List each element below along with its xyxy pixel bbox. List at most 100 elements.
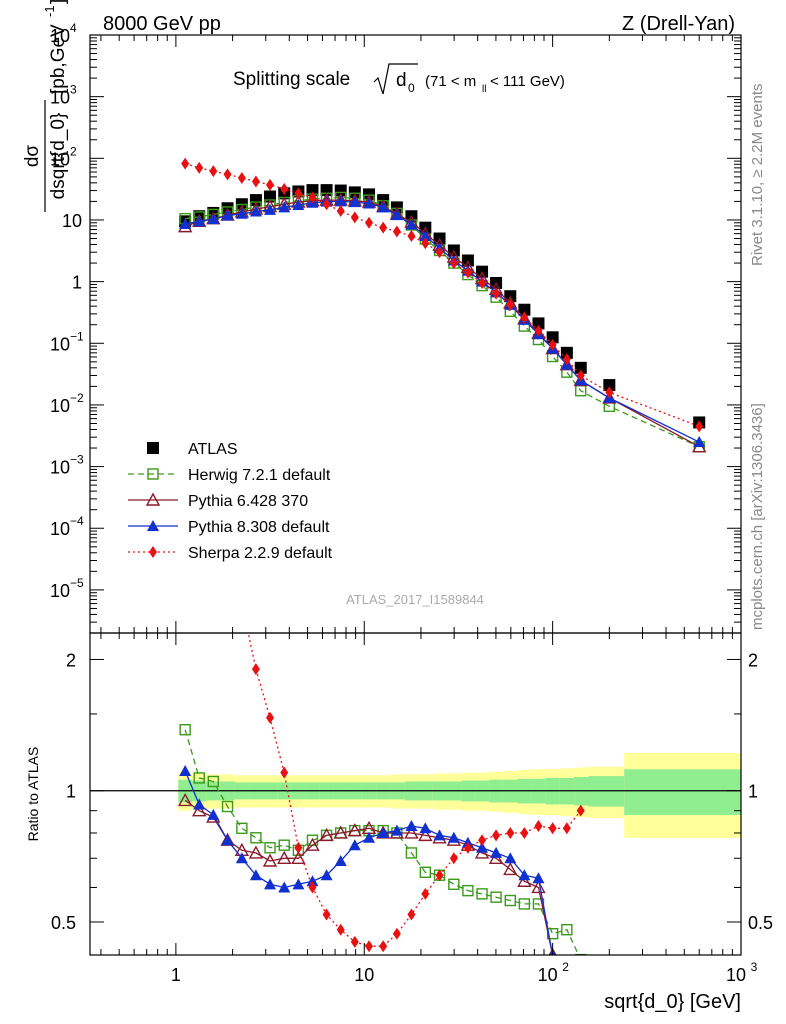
sherpa-marker	[251, 663, 260, 676]
y-tick-label: 10	[50, 581, 70, 601]
atlas-marker	[603, 379, 616, 392]
main-marks	[177, 157, 707, 453]
herwig-marker	[575, 953, 587, 955]
pythia8-marker	[278, 881, 291, 893]
sherpa-marker	[421, 887, 430, 900]
herwig-marker	[448, 878, 460, 891]
legend-marker-pythia8	[147, 520, 159, 531]
xlabel: sqrt{d_0} [GeV]	[604, 991, 741, 1013]
herwig-marker	[264, 842, 276, 854]
ratio-y-tick-label: 1	[66, 782, 76, 802]
pythia8-marker	[504, 852, 517, 864]
pythia8-marker	[390, 824, 403, 836]
sherpa-marker	[421, 237, 430, 250]
band-inner	[624, 769, 741, 815]
sherpa-marker	[407, 229, 416, 242]
herwig-marker	[504, 894, 516, 907]
sherpa-marker	[534, 820, 543, 833]
pythia8-marker	[377, 201, 390, 213]
pythia8-marker	[264, 203, 277, 215]
sherpa-marker	[280, 182, 289, 195]
pythia8-marker	[179, 764, 192, 776]
atlas-marker	[348, 186, 361, 199]
sherpa-marker	[478, 834, 487, 847]
atlas-marker	[306, 184, 319, 197]
pythia6-marker	[531, 879, 546, 894]
legend-label-herwig: Herwig 7.2.1 default	[188, 467, 331, 484]
pythia6-marker	[192, 803, 207, 817]
pythia6-marker	[177, 792, 193, 807]
sherpa-marker	[492, 287, 501, 300]
sherpa-marker	[605, 386, 614, 399]
x-tick-label: 1	[171, 965, 181, 985]
ratio-y-tick-label-right: 1	[748, 782, 758, 802]
y-tick-label: 10	[50, 396, 70, 416]
legend-label-pythia6: Pythia 6.428 370	[188, 493, 308, 510]
y-tick-label-exponent: −1	[70, 329, 84, 343]
sherpa-marker	[449, 257, 458, 270]
ylabel-numerator: dσ	[22, 145, 43, 168]
ratio-y-tick-label-right: 0.5	[748, 913, 773, 933]
atlas-marker	[334, 184, 347, 197]
pythia8-marker	[334, 195, 347, 207]
herwig-marker	[250, 832, 262, 844]
sherpa-line	[185, 162, 700, 427]
pythia8-marker	[306, 875, 319, 887]
legend-marker-atlas	[147, 442, 159, 454]
ratio-y-tick-label-right: 2	[748, 650, 758, 670]
sherpa-marker	[294, 841, 303, 854]
pythia8-marker	[433, 829, 446, 841]
sherpa-marker	[478, 276, 487, 289]
pythia8-marker	[532, 872, 545, 884]
main-frame	[89, 34, 742, 634]
pythia8-marker	[193, 798, 206, 810]
pythia6-marker	[262, 853, 278, 867]
atlas-marker	[560, 346, 573, 359]
pythia8-marker	[476, 841, 489, 853]
atlas-marker	[532, 317, 545, 330]
sherpa-marker	[266, 178, 275, 191]
atlas-marker	[574, 361, 587, 374]
sherpa-marker	[365, 940, 374, 953]
ratio-uncertainty-bands	[90, 753, 741, 838]
ratio-y-tick-label: 2	[66, 650, 76, 670]
pythia8-marker	[278, 201, 291, 213]
sherpa-marker	[506, 826, 515, 839]
sherpa-marker	[336, 923, 345, 936]
herwig-marker	[490, 891, 502, 903]
sherpa-marker	[350, 211, 359, 224]
x-tick-label-exponent: 3	[751, 960, 758, 974]
ratio-ylabel: Ratio to ATLAS	[25, 747, 41, 842]
sherpa-marker	[562, 822, 571, 835]
pythia6-marker	[347, 823, 362, 837]
sherpa-marker	[576, 804, 585, 817]
x-tick-label: 10	[538, 965, 558, 985]
pythia8-marker	[419, 229, 432, 241]
legend-marker-sherpa	[149, 546, 157, 558]
pythia8-marker	[179, 218, 192, 230]
title-sqrt-symbol: d	[396, 70, 407, 91]
y-tick-label-exponent: −2	[70, 391, 84, 405]
herwig-line	[184, 729, 580, 955]
pythia8-marker	[292, 198, 305, 210]
herwig-marker	[221, 800, 234, 813]
ylabel-denominator: dsqrt{d_0}	[48, 113, 69, 200]
sherpa-marker	[209, 165, 218, 178]
y-tick-label: 10	[50, 458, 70, 478]
pythia8-marker	[334, 854, 347, 866]
header-left: 8000 GeV pp	[103, 13, 221, 35]
pythia8-marker	[419, 822, 432, 834]
pythia8-marker	[405, 218, 418, 230]
x-tick-label: 10	[726, 965, 746, 985]
pythia8-marker	[235, 852, 248, 864]
sherpa-marker	[695, 420, 704, 433]
sherpa-marker	[280, 766, 289, 779]
sherpa-marker	[534, 324, 543, 337]
pythia8-marker	[264, 878, 277, 890]
pythia8-marker	[390, 209, 403, 221]
header-right: Z (Drell-Yan)	[622, 13, 735, 35]
sherpa-marker	[251, 175, 260, 188]
pythia8-marker	[292, 878, 305, 890]
